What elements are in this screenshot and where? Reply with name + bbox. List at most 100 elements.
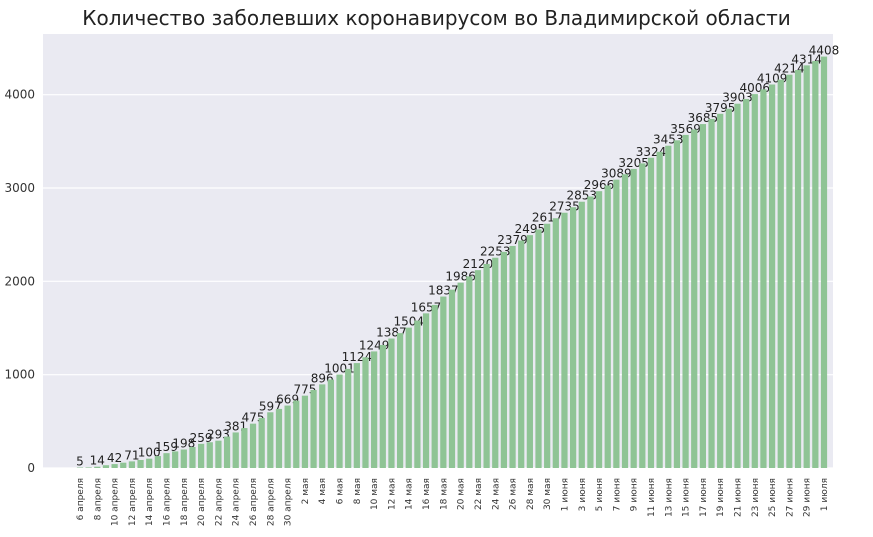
bar <box>578 201 585 468</box>
x-tick-label: 30 апреля <box>284 478 294 526</box>
bar <box>102 465 110 468</box>
x-tick-label: 10 мая <box>370 478 380 510</box>
bar <box>137 459 144 468</box>
x-tick-label: 12 мая <box>387 478 397 510</box>
bar <box>665 145 672 468</box>
y-tick-label: 0 <box>27 461 35 475</box>
y-tick-label: 3000 <box>4 181 35 195</box>
x-tick-label: 16 мая <box>422 478 432 510</box>
bar <box>682 134 689 469</box>
bar <box>535 229 542 468</box>
bar <box>362 357 369 468</box>
bar <box>492 257 499 468</box>
x-tick-label: 22 мая <box>474 478 484 510</box>
bar <box>301 395 309 468</box>
bar <box>267 412 274 468</box>
y-tick-label: 2000 <box>4 274 35 288</box>
bar <box>258 417 265 468</box>
bar <box>725 108 732 468</box>
bar <box>673 140 681 468</box>
bar <box>284 405 291 468</box>
x-tick-label: 10 апреля <box>111 478 121 526</box>
bar <box>146 458 153 468</box>
bar <box>189 447 196 468</box>
x-tick-label: 20 апреля <box>197 478 207 526</box>
bar-data-label: 159 <box>155 440 178 454</box>
x-tick-label: 22 апреля <box>214 478 224 526</box>
x-tick-label: 28 апреля <box>266 478 276 526</box>
x-tick-label: 23 июня <box>751 478 761 517</box>
bar <box>483 263 490 468</box>
bar <box>414 320 421 468</box>
y-tick-label: 4000 <box>4 88 35 102</box>
bar <box>310 389 317 468</box>
bar <box>595 191 603 468</box>
x-tick-label: 5 июня <box>595 478 605 511</box>
bar <box>691 129 698 469</box>
bar <box>474 270 482 468</box>
x-tick-label: 7 июня <box>612 478 622 511</box>
x-tick-label: 19 июня <box>716 478 726 517</box>
bar <box>396 333 404 468</box>
bar <box>803 65 810 469</box>
bar-data-label: 5 <box>76 455 84 469</box>
x-tick-label: 14 апреля <box>145 478 155 526</box>
bar <box>172 451 179 468</box>
x-tick-label: 25 июня <box>768 478 778 517</box>
bar <box>794 70 802 468</box>
x-tick-label: 28 мая <box>526 478 536 510</box>
bar <box>327 379 334 468</box>
bar <box>379 344 386 468</box>
bar <box>812 60 819 469</box>
x-tick-label: 18 апреля <box>180 478 190 526</box>
bar <box>336 374 343 468</box>
x-tick-label: 15 июня <box>682 478 692 517</box>
bar <box>509 245 516 468</box>
bar <box>639 163 646 469</box>
bar <box>604 185 611 469</box>
bar-data-label: 14 <box>90 454 105 468</box>
bar <box>518 240 525 468</box>
bar-data-label: 259 <box>190 431 213 445</box>
bar <box>647 157 655 468</box>
bar <box>319 384 326 468</box>
bar <box>544 223 551 468</box>
bar <box>371 351 378 468</box>
bar <box>708 118 715 468</box>
bar <box>85 467 92 468</box>
bar <box>440 296 447 468</box>
bar <box>206 442 213 468</box>
bar <box>388 338 395 468</box>
bar <box>223 436 231 468</box>
bar <box>232 432 239 468</box>
bar <box>777 79 784 468</box>
bar <box>120 462 127 468</box>
bar <box>699 124 706 469</box>
bar <box>760 89 767 468</box>
bar <box>345 368 352 468</box>
x-tick-label: 18 мая <box>439 478 449 510</box>
x-tick-label: 14 мая <box>405 478 415 510</box>
bar-data-label: 71 <box>124 448 139 462</box>
x-tick-label: 8 апреля <box>93 478 103 520</box>
bar <box>743 98 750 469</box>
bar <box>734 103 741 468</box>
bar <box>613 179 620 468</box>
bar <box>293 400 300 468</box>
bar <box>163 453 170 468</box>
bar <box>422 313 430 468</box>
bar <box>431 304 438 468</box>
x-tick-label: 1 июля <box>820 478 830 511</box>
x-tick-label: 4 мая <box>318 478 328 504</box>
x-tick-label: 26 мая <box>509 478 519 510</box>
x-tick-label: 12 апреля <box>128 478 138 526</box>
bar <box>621 174 629 468</box>
bar <box>717 113 724 469</box>
x-tick-label: 6 мая <box>336 478 346 504</box>
x-tick-label: 24 апреля <box>232 478 242 526</box>
x-tick-label: 29 июня <box>803 478 813 517</box>
y-tick-label: 1000 <box>4 368 35 382</box>
bar <box>786 74 793 469</box>
bar-data-label: 42 <box>107 451 122 465</box>
